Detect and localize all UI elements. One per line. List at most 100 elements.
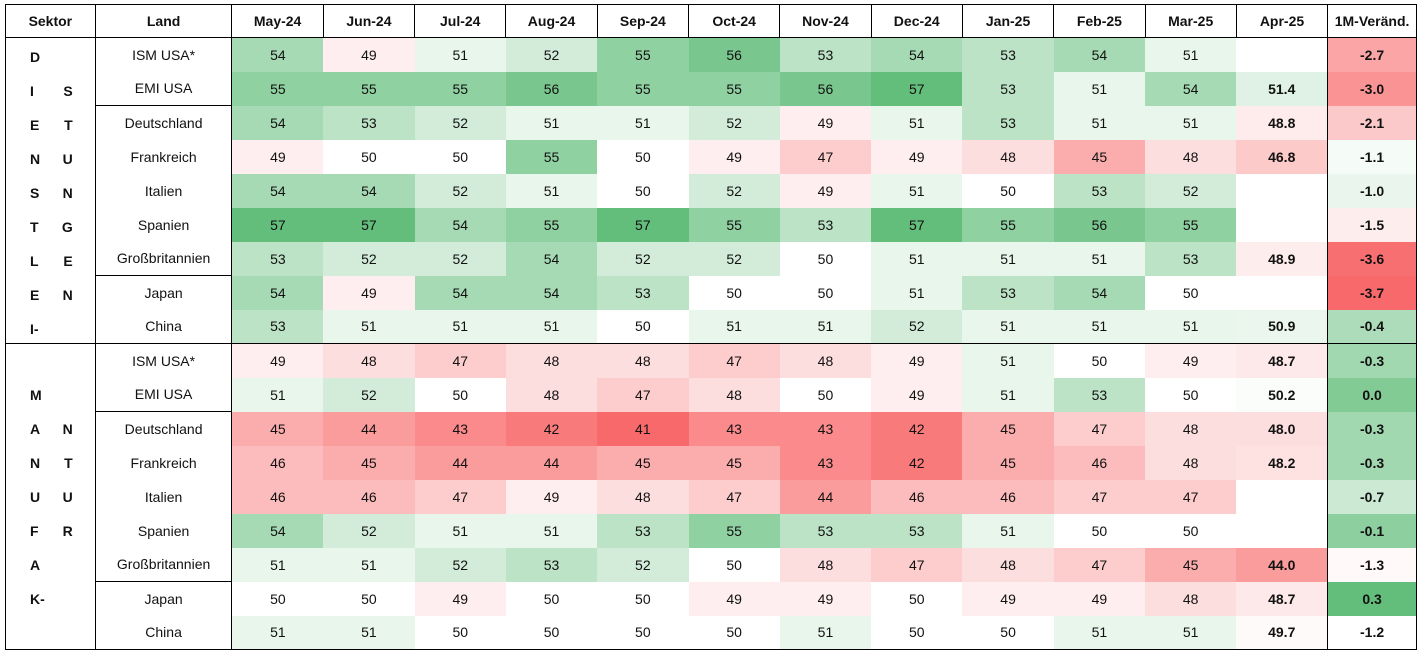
column-header: Dec-24 xyxy=(870,4,963,38)
heatmap-cell: 51 xyxy=(414,513,506,548)
heatmap-cell: 55 xyxy=(414,71,506,106)
change-cell: -3.0 xyxy=(1327,71,1417,106)
heatmap-cell: 53 xyxy=(323,105,415,140)
heatmap-cell: 48.7 xyxy=(1236,343,1329,378)
heatmap-cell: 53 xyxy=(962,37,1054,72)
heatmap-cell: 50.2 xyxy=(1236,377,1329,412)
heatmap-cell: 48 xyxy=(779,343,872,378)
heatmap-cell: 53 xyxy=(871,513,963,548)
column-header: Jul-24 xyxy=(414,4,506,38)
heatmap-cell: 52 xyxy=(871,309,963,344)
heatmap-cell: 44.0 xyxy=(1236,547,1329,582)
heatmap-cell: 50 xyxy=(323,581,415,616)
country-label: China xyxy=(95,309,233,344)
heatmap-cell: 47 xyxy=(779,139,872,174)
heatmap-cell: 49 xyxy=(688,581,780,616)
heatmap-cell: 48 xyxy=(323,343,415,378)
sector-letter: N xyxy=(30,151,41,167)
heatmap-cell: 51 xyxy=(1053,105,1146,140)
heatmap-cell: 52 xyxy=(597,241,689,276)
heatmap-cell: 50 xyxy=(505,615,598,650)
sector-letter: N xyxy=(62,185,73,201)
heatmap-cell: 51 xyxy=(1145,105,1237,140)
heatmap-cell: 53 xyxy=(597,275,689,310)
column-header: Aug-24 xyxy=(505,4,598,38)
heatmap-cell: 46 xyxy=(231,445,324,480)
heatmap-cell: 51 xyxy=(505,513,598,548)
heatmap-cell: 45 xyxy=(597,445,689,480)
heatmap-cell xyxy=(1236,207,1329,242)
heatmap-cell: 54 xyxy=(231,37,324,72)
sector-letter: N xyxy=(62,287,73,303)
heatmap-cell: 48.7 xyxy=(1236,581,1329,616)
heatmap-cell: 50 xyxy=(688,275,780,310)
country-label: Japan xyxy=(95,581,233,616)
sector-letter: T xyxy=(30,219,39,235)
sector-letter: U xyxy=(30,488,41,505)
heatmap-cell: 48.0 xyxy=(1236,411,1329,446)
heatmap-cell: 48 xyxy=(1145,411,1237,446)
country-label: Frankreich xyxy=(95,139,233,174)
heatmap-cell: 50 xyxy=(1053,343,1146,378)
heatmap-cell: 50 xyxy=(779,241,872,276)
heatmap-cell: 43 xyxy=(414,411,506,446)
heatmap-cell: 48 xyxy=(1145,139,1237,174)
heatmap-cell: 50.9 xyxy=(1236,309,1329,344)
sector-letter-row: A xyxy=(6,548,95,582)
change-cell: -1.1 xyxy=(1327,139,1417,174)
heatmap-cell: 50 xyxy=(1053,513,1146,548)
sector-letter: F xyxy=(30,522,39,539)
heatmap-cell: 55 xyxy=(505,207,598,242)
heatmap-cell: 45 xyxy=(962,411,1054,446)
sector-letter: I- xyxy=(30,321,39,337)
pmi-heatmap-table: Sektor Land May-24 Jun-24 Jul-24 Aug-24 Sep-24… xyxy=(5,4,1417,650)
column-header: Mar-25 xyxy=(1144,4,1237,38)
heatmap-cell: 57 xyxy=(323,207,415,242)
heatmap-cell: 48.8 xyxy=(1236,105,1329,140)
heatmap-cell: 52 xyxy=(688,105,780,140)
heatmap-cell: 50 xyxy=(1145,513,1237,548)
sector-letter: E xyxy=(30,117,40,133)
heatmap-cell: 54 xyxy=(1053,275,1146,310)
heatmap-cell xyxy=(1236,173,1329,208)
sector-letter: K- xyxy=(30,590,45,607)
change-cell: -1.2 xyxy=(1327,615,1417,650)
heatmap-cell: 49 xyxy=(962,581,1054,616)
heatmap-cell: 54 xyxy=(505,241,598,276)
heatmap-cell: 48 xyxy=(597,479,689,514)
heatmap-cell: 55 xyxy=(688,513,780,548)
change-cell: -1.3 xyxy=(1327,547,1417,582)
heatmap-cell: 45 xyxy=(231,411,324,446)
heatmap-cell: 52 xyxy=(505,37,598,72)
heatmap-cell: 50 xyxy=(1145,377,1237,412)
change-cell: -3.6 xyxy=(1327,241,1417,276)
heatmap-cell: 51 xyxy=(231,377,324,412)
table-row: EMI USA 55 55 55 56 55 55 56 57 53 51 54 51.4 -3.0 xyxy=(6,71,1417,106)
change-cell: -1.0 xyxy=(1327,173,1417,208)
heatmap-cell: 53 xyxy=(1053,377,1146,412)
heatmap-cell: 44 xyxy=(323,411,415,446)
heatmap-cell: 49 xyxy=(779,173,872,208)
sector-letter: T xyxy=(64,117,73,133)
heatmap-cell: 50 xyxy=(414,139,506,174)
heatmap-cell: 49 xyxy=(871,377,963,412)
heatmap-cell: 47 xyxy=(1053,479,1146,514)
column-header: Feb-25 xyxy=(1053,4,1146,38)
table-row: Italien 54 54 52 51 50 52 49 51 50 53 52 -1.0 xyxy=(6,173,1417,208)
table-row: Großbritannien 53 52 52 54 52 52 50 51 51 51 53 48.9… xyxy=(6,241,1417,276)
sector-letter: U xyxy=(62,488,73,505)
column-header: 1M-Veränd. xyxy=(1327,4,1417,38)
change-cell: -0.7 xyxy=(1327,479,1417,514)
heatmap-cell: 48 xyxy=(1145,445,1237,480)
table-row: China 51 51 50 50 50 50 51 50 50 51 51 49.7 -1.2 xyxy=(6,615,1417,650)
heatmap-cell: 47 xyxy=(688,343,780,378)
sector-letter: D xyxy=(30,49,41,65)
heatmap-cell: 45 xyxy=(962,445,1054,480)
heatmap-cell: 49 xyxy=(779,105,872,140)
heatmap-cell: 57 xyxy=(871,71,963,106)
sector-letter: A xyxy=(30,420,41,437)
heatmap-cell: 55 xyxy=(323,71,415,106)
heatmap-cell: 51 xyxy=(231,615,324,650)
